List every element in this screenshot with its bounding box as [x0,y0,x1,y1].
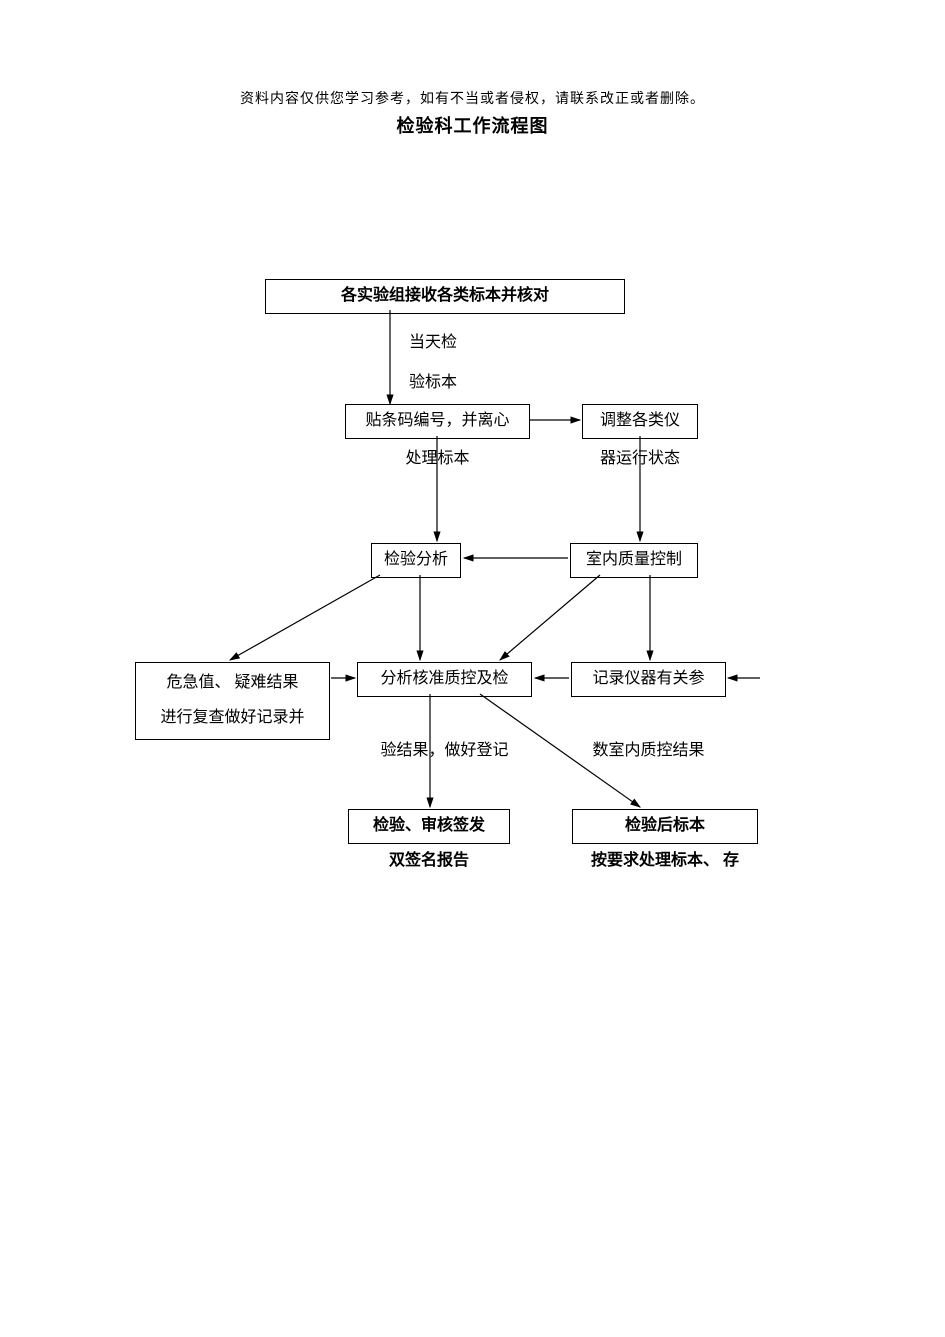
flowchart-canvas: 资料内容仅供您学习参考，如有不当或者侵权，请联系改正或者删除。 检验科工作流程图… [0,0,945,1337]
arrows-layer [0,0,945,1337]
